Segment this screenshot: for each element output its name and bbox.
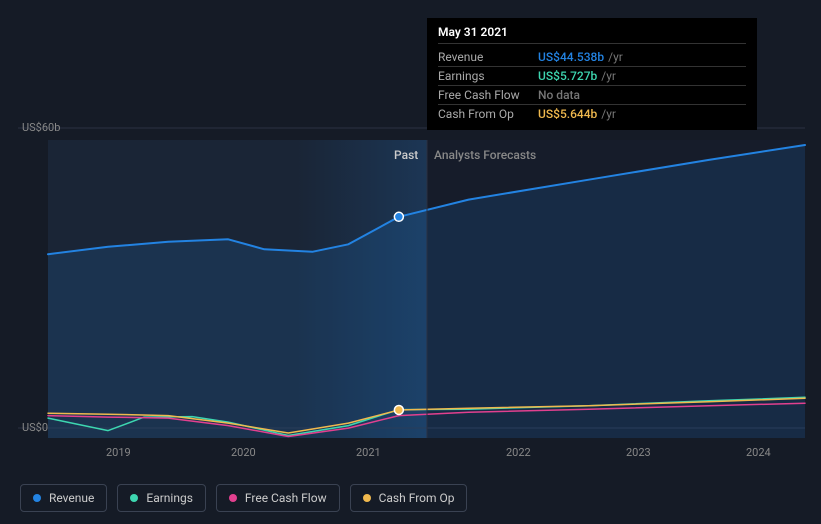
tooltip-row: EarningsUS$5.727b/yr: [438, 67, 746, 86]
legend-item-earnings[interactable]: Earnings: [117, 484, 206, 512]
tooltip-date: May 31 2021: [438, 25, 746, 44]
tooltip-value: US$5.644b: [538, 107, 597, 121]
x-tick: 2022: [506, 446, 531, 459]
x-tick: 2020: [231, 446, 256, 459]
tooltip-value: No data: [538, 88, 580, 102]
x-tick: 2019: [106, 446, 131, 459]
tooltip-label: Earnings: [438, 69, 538, 83]
section-label-past: Past: [394, 148, 418, 162]
x-tick: 2023: [626, 446, 651, 459]
tooltip-row: Cash From OpUS$5.644b/yr: [438, 105, 746, 123]
tooltip-label: Cash From Op: [438, 107, 538, 121]
financials-chart: US$60b US$0 Past Analysts Forecasts 2019…: [0, 0, 821, 524]
legend-label: Cash From Op: [379, 491, 455, 505]
legend-label: Free Cash Flow: [245, 491, 327, 505]
hover-tooltip: May 31 2021 RevenueUS$44.538b/yrEarnings…: [427, 18, 757, 130]
x-tick: 2021: [356, 446, 381, 459]
x-tick: 2024: [746, 446, 771, 459]
legend-item-cfo[interactable]: Cash From Op: [350, 484, 468, 512]
y-tick-60b: US$60b: [22, 121, 60, 134]
tooltip-unit: /yr: [601, 107, 616, 121]
chart-legend: Revenue Earnings Free Cash Flow Cash Fro…: [20, 484, 467, 512]
tooltip-label: Revenue: [438, 50, 538, 64]
section-label-forecast: Analysts Forecasts: [434, 148, 536, 162]
legend-item-fcf[interactable]: Free Cash Flow: [216, 484, 340, 512]
legend-dot-fcf: [229, 494, 237, 502]
y-tick-0: US$0: [22, 421, 48, 434]
tooltip-value: US$44.538b: [538, 50, 604, 64]
tooltip-row: Free Cash FlowNo data: [438, 86, 746, 105]
legend-dot-earnings: [130, 494, 138, 502]
legend-dot-cfo: [363, 494, 371, 502]
tooltip-label: Free Cash Flow: [438, 88, 538, 102]
tooltip-value: US$5.727b: [538, 69, 597, 83]
legend-label: Revenue: [49, 491, 94, 505]
legend-label: Earnings: [146, 491, 193, 505]
tooltip-row: RevenueUS$44.538b/yr: [438, 48, 746, 67]
legend-item-revenue[interactable]: Revenue: [20, 484, 107, 512]
tooltip-unit: /yr: [601, 69, 616, 83]
tooltip-unit: /yr: [608, 50, 623, 64]
legend-dot-revenue: [33, 494, 41, 502]
